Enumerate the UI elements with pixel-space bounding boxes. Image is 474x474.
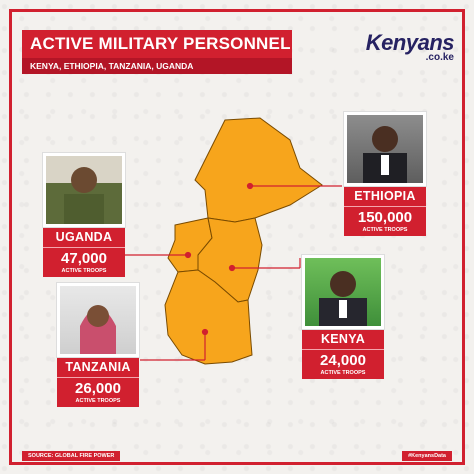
troop-label-kenya: ACTIVE TROOPS	[302, 369, 384, 379]
marker-tanzania	[201, 328, 209, 336]
map-region-ethiopia	[194, 117, 323, 223]
title-block: ACTIVE MILITARY PERSONNEL KENYA, ETHIOPI…	[22, 30, 292, 74]
marker-ethiopia	[246, 182, 254, 190]
leader-photo-tanzania	[57, 283, 139, 357]
troop-label-uganda: ACTIVE TROOPS	[43, 267, 125, 277]
card-tanzania: TANZANIA 26,000 ACTIVE TROOPS	[57, 283, 139, 407]
country-name-tanzania: TANZANIA	[57, 357, 139, 377]
card-kenya: KENYA 24,000 ACTIVE TROOPS	[302, 255, 384, 379]
country-name-uganda: UGANDA	[43, 227, 125, 247]
hashtag-label: #KenyansData	[402, 451, 452, 461]
source-note: SOURCE: GLOBAL FIRE POWER	[22, 451, 121, 461]
portrait-icon	[64, 167, 104, 224]
troop-count-uganda: 47,000	[43, 247, 125, 267]
leader-photo-ethiopia	[344, 112, 426, 186]
country-name-ethiopia: ETHIOPIA	[344, 186, 426, 206]
marker-kenya	[228, 264, 236, 272]
card-uganda: UGANDA 47,000 ACTIVE TROOPS	[43, 153, 125, 277]
page-subtitle: KENYA, ETHIOPIA, TANZANIA, UGANDA	[22, 58, 292, 74]
red-frame	[9, 9, 465, 465]
logo-name: Kenyans	[365, 30, 455, 55]
portrait-icon	[319, 271, 367, 326]
page-title: ACTIVE MILITARY PERSONNEL	[22, 30, 292, 58]
map-region-tanzania	[164, 269, 253, 365]
troop-count-ethiopia: 150,000	[344, 206, 426, 226]
portrait-icon	[363, 126, 407, 183]
country-name-kenya: KENYA	[302, 329, 384, 349]
leader-photo-kenya	[302, 255, 384, 329]
marker-uganda	[184, 251, 192, 259]
troop-count-tanzania: 26,000	[57, 377, 139, 397]
leader-photo-uganda	[43, 153, 125, 227]
card-ethiopia: ETHIOPIA 150,000 ACTIVE TROOPS	[344, 112, 426, 236]
logo-domain: .co.ke	[425, 52, 454, 63]
troop-label-ethiopia: ACTIVE TROOPS	[344, 226, 426, 236]
troop-count-kenya: 24,000	[302, 349, 384, 369]
portrait-icon	[80, 305, 116, 354]
troop-label-tanzania: ACTIVE TROOPS	[57, 397, 139, 407]
kenyans-logo: Kenyans .co.ke	[365, 30, 455, 64]
